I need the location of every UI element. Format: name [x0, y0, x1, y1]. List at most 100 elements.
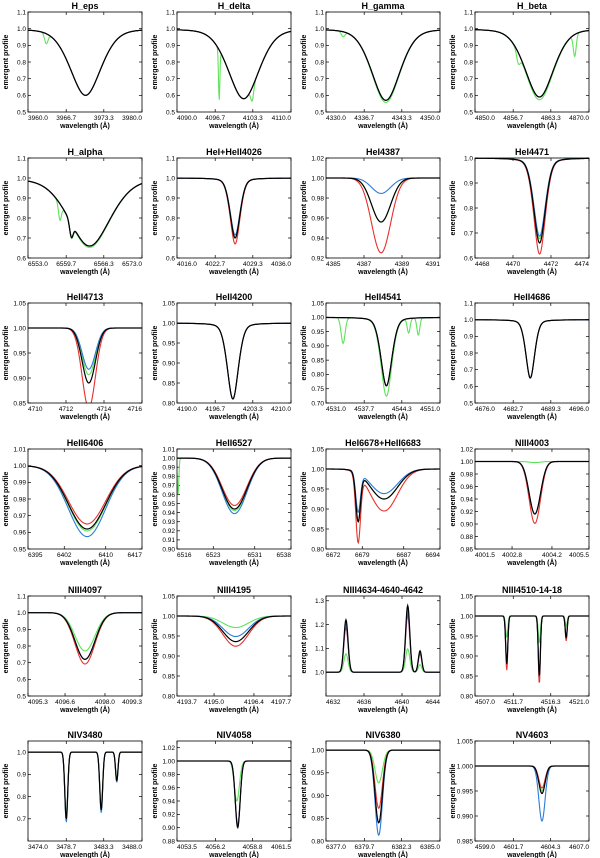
x-axis-label: wavelength (Å) [208, 850, 259, 858]
series-black-line [475, 158, 589, 244]
panel-11: HeII4541 0.70 0.75 0.80 0.85 0.90 0.95 1.00 1.05… [301, 292, 441, 421]
y-axis-label: emergent profile [3, 180, 10, 235]
y-tick-label: 0.5 [17, 693, 26, 700]
y-tick-label: 0.95 [162, 340, 175, 347]
y-tick-label: 0.9 [17, 195, 26, 202]
y-tick-label: 1.00 [311, 175, 324, 182]
x-tick-label: 6566.3 [94, 261, 114, 268]
panel-7: HeI4387 0.92 0.94 0.96 0.98 1.00 1.02 4385 4387 4… [301, 147, 441, 276]
y-tick-label: 1.0 [464, 155, 473, 162]
x-axis-label: wavelength (Å) [59, 267, 110, 276]
series-green-line [475, 29, 589, 101]
y-tick-label: 1.05 [162, 300, 175, 307]
series-blue-line [28, 751, 142, 823]
y-tick-label: 0.97 [162, 483, 175, 490]
series-blue-line [28, 465, 142, 538]
y-tick-label: 0.6 [17, 255, 26, 262]
plot-frame [474, 302, 590, 404]
y-tick-label: 0.90 [13, 375, 26, 382]
panel-24: NV4603 0.985 0.990 0.995 1.000 1.005 4599.0 460… [450, 730, 590, 858]
x-tick-label: 4096.6 [55, 699, 75, 706]
series-black-line [28, 180, 142, 247]
y-tick-label: 0.80 [162, 693, 175, 700]
x-tick-label: 4636 [357, 699, 372, 706]
series-black-line [28, 29, 142, 96]
x-tick-label: 6679 [355, 552, 370, 559]
y-tick-label: 0.85 [311, 816, 324, 823]
y-axis-label: emergent profile [3, 325, 10, 380]
x-tick-label: 6687 [396, 552, 411, 559]
x-tick-label: 4516.3 [541, 699, 561, 706]
panel-title: NIV4058 [216, 730, 251, 740]
plot-frame [27, 595, 143, 697]
x-axis-label: wavelength (Å) [208, 705, 259, 714]
y-axis-label: emergent profile [152, 180, 159, 235]
panel-10: HeII4200 0.80 0.85 0.90 0.95 1.00 1.05 4190.0 41… [152, 292, 292, 421]
y-tick-label: 0.9 [464, 334, 473, 341]
y-tick-label: 0.6 [464, 384, 473, 391]
y-tick-label: 0.85 [162, 673, 175, 680]
plot-frame [176, 448, 292, 550]
x-tick-label: 4387 [357, 261, 372, 268]
series-blue-line [177, 29, 291, 100]
series-black-line [326, 749, 440, 824]
y-tick-label: 0.6 [464, 93, 473, 100]
y-axis-label: emergent profile [152, 325, 159, 380]
y-axis-label: emergent profile [301, 618, 308, 673]
plot-frame [176, 157, 292, 259]
x-tick-label: 4599.0 [475, 844, 495, 851]
series-red-line [475, 765, 589, 789]
plot-frame [474, 740, 590, 842]
y-axis-label: emergent profile [3, 618, 10, 673]
plot-frame [325, 448, 441, 550]
x-tick-label: 6538 [277, 552, 292, 559]
series-black-line [177, 457, 291, 510]
panel-6: HeI+HeII4026 0.6 0.7 0.8 0.9 1.0 1.1 4016.0 4022… [152, 147, 292, 276]
x-tick-label: 4870.0 [569, 115, 589, 122]
y-axis-label: emergent profile [450, 325, 457, 380]
series-green-line [28, 327, 142, 376]
x-tick-label: 4002.8 [502, 552, 522, 559]
y-tick-label: 0.95 [162, 501, 175, 508]
x-tick-label: 6672 [326, 552, 341, 559]
x-axis-label: wavelength (Å) [357, 558, 408, 567]
x-axis-label: wavelength (Å) [506, 705, 557, 714]
x-tick-label: 4531.0 [326, 406, 346, 413]
y-tick-label: 0.95 [13, 546, 26, 553]
y-tick-label: 1.0 [464, 317, 473, 324]
series-black-line [28, 327, 142, 384]
y-tick-label: 0.7 [315, 76, 324, 83]
y-tick-label: 0.85 [162, 380, 175, 387]
series-green-line [326, 468, 440, 523]
series-blue-line [475, 765, 589, 822]
y-tick-label: 1.0 [17, 610, 26, 617]
panel-title: NV4603 [516, 730, 549, 740]
x-tick-label: 4521.0 [569, 699, 589, 706]
panel-21: NIV3480 0.7 0.8 0.9 1.0 3474.0 3478.7 3483.3 348… [3, 730, 143, 858]
series-black-line [177, 615, 291, 643]
panel-title: NIII4195 [217, 585, 251, 595]
panel-4: H_beta 0.5 0.6 0.7 0.8 0.9 1.0 1.1 4850.0 4856.7 4… [450, 1, 590, 130]
y-tick-label: 0.80 [311, 372, 324, 379]
x-tick-label: 4005.5 [569, 552, 589, 559]
series-black-line [326, 603, 440, 673]
series-blue-line [326, 177, 440, 194]
y-axis-label: emergent profile [301, 325, 308, 380]
panel-15: HeI6678+HeII6683 0.80 0.85 0.90 0.95 1.00 1.05… [301, 438, 441, 567]
series-black-line [475, 615, 589, 678]
series-green-line [28, 751, 142, 815]
panel-title: HeII6527 [216, 438, 253, 448]
panel-title: H_beta [517, 1, 548, 11]
series-red-line [326, 468, 440, 545]
x-tick-label: 6559.7 [56, 261, 76, 268]
panel-title: HeII4686 [514, 292, 551, 302]
x-tick-label: 4391 [426, 261, 441, 268]
series-red-line [326, 29, 440, 101]
plot-frame [176, 595, 292, 697]
x-tick-label: 4036.0 [271, 261, 291, 268]
x-tick-label: 3488.0 [122, 844, 142, 851]
plot-frame [176, 740, 292, 842]
panel-18: NIII4195 0.80 0.85 0.90 0.95 1.00 1.05 4193.7 41… [152, 585, 292, 714]
y-tick-label: 1.00 [13, 463, 26, 470]
series-blue-line [326, 468, 440, 514]
